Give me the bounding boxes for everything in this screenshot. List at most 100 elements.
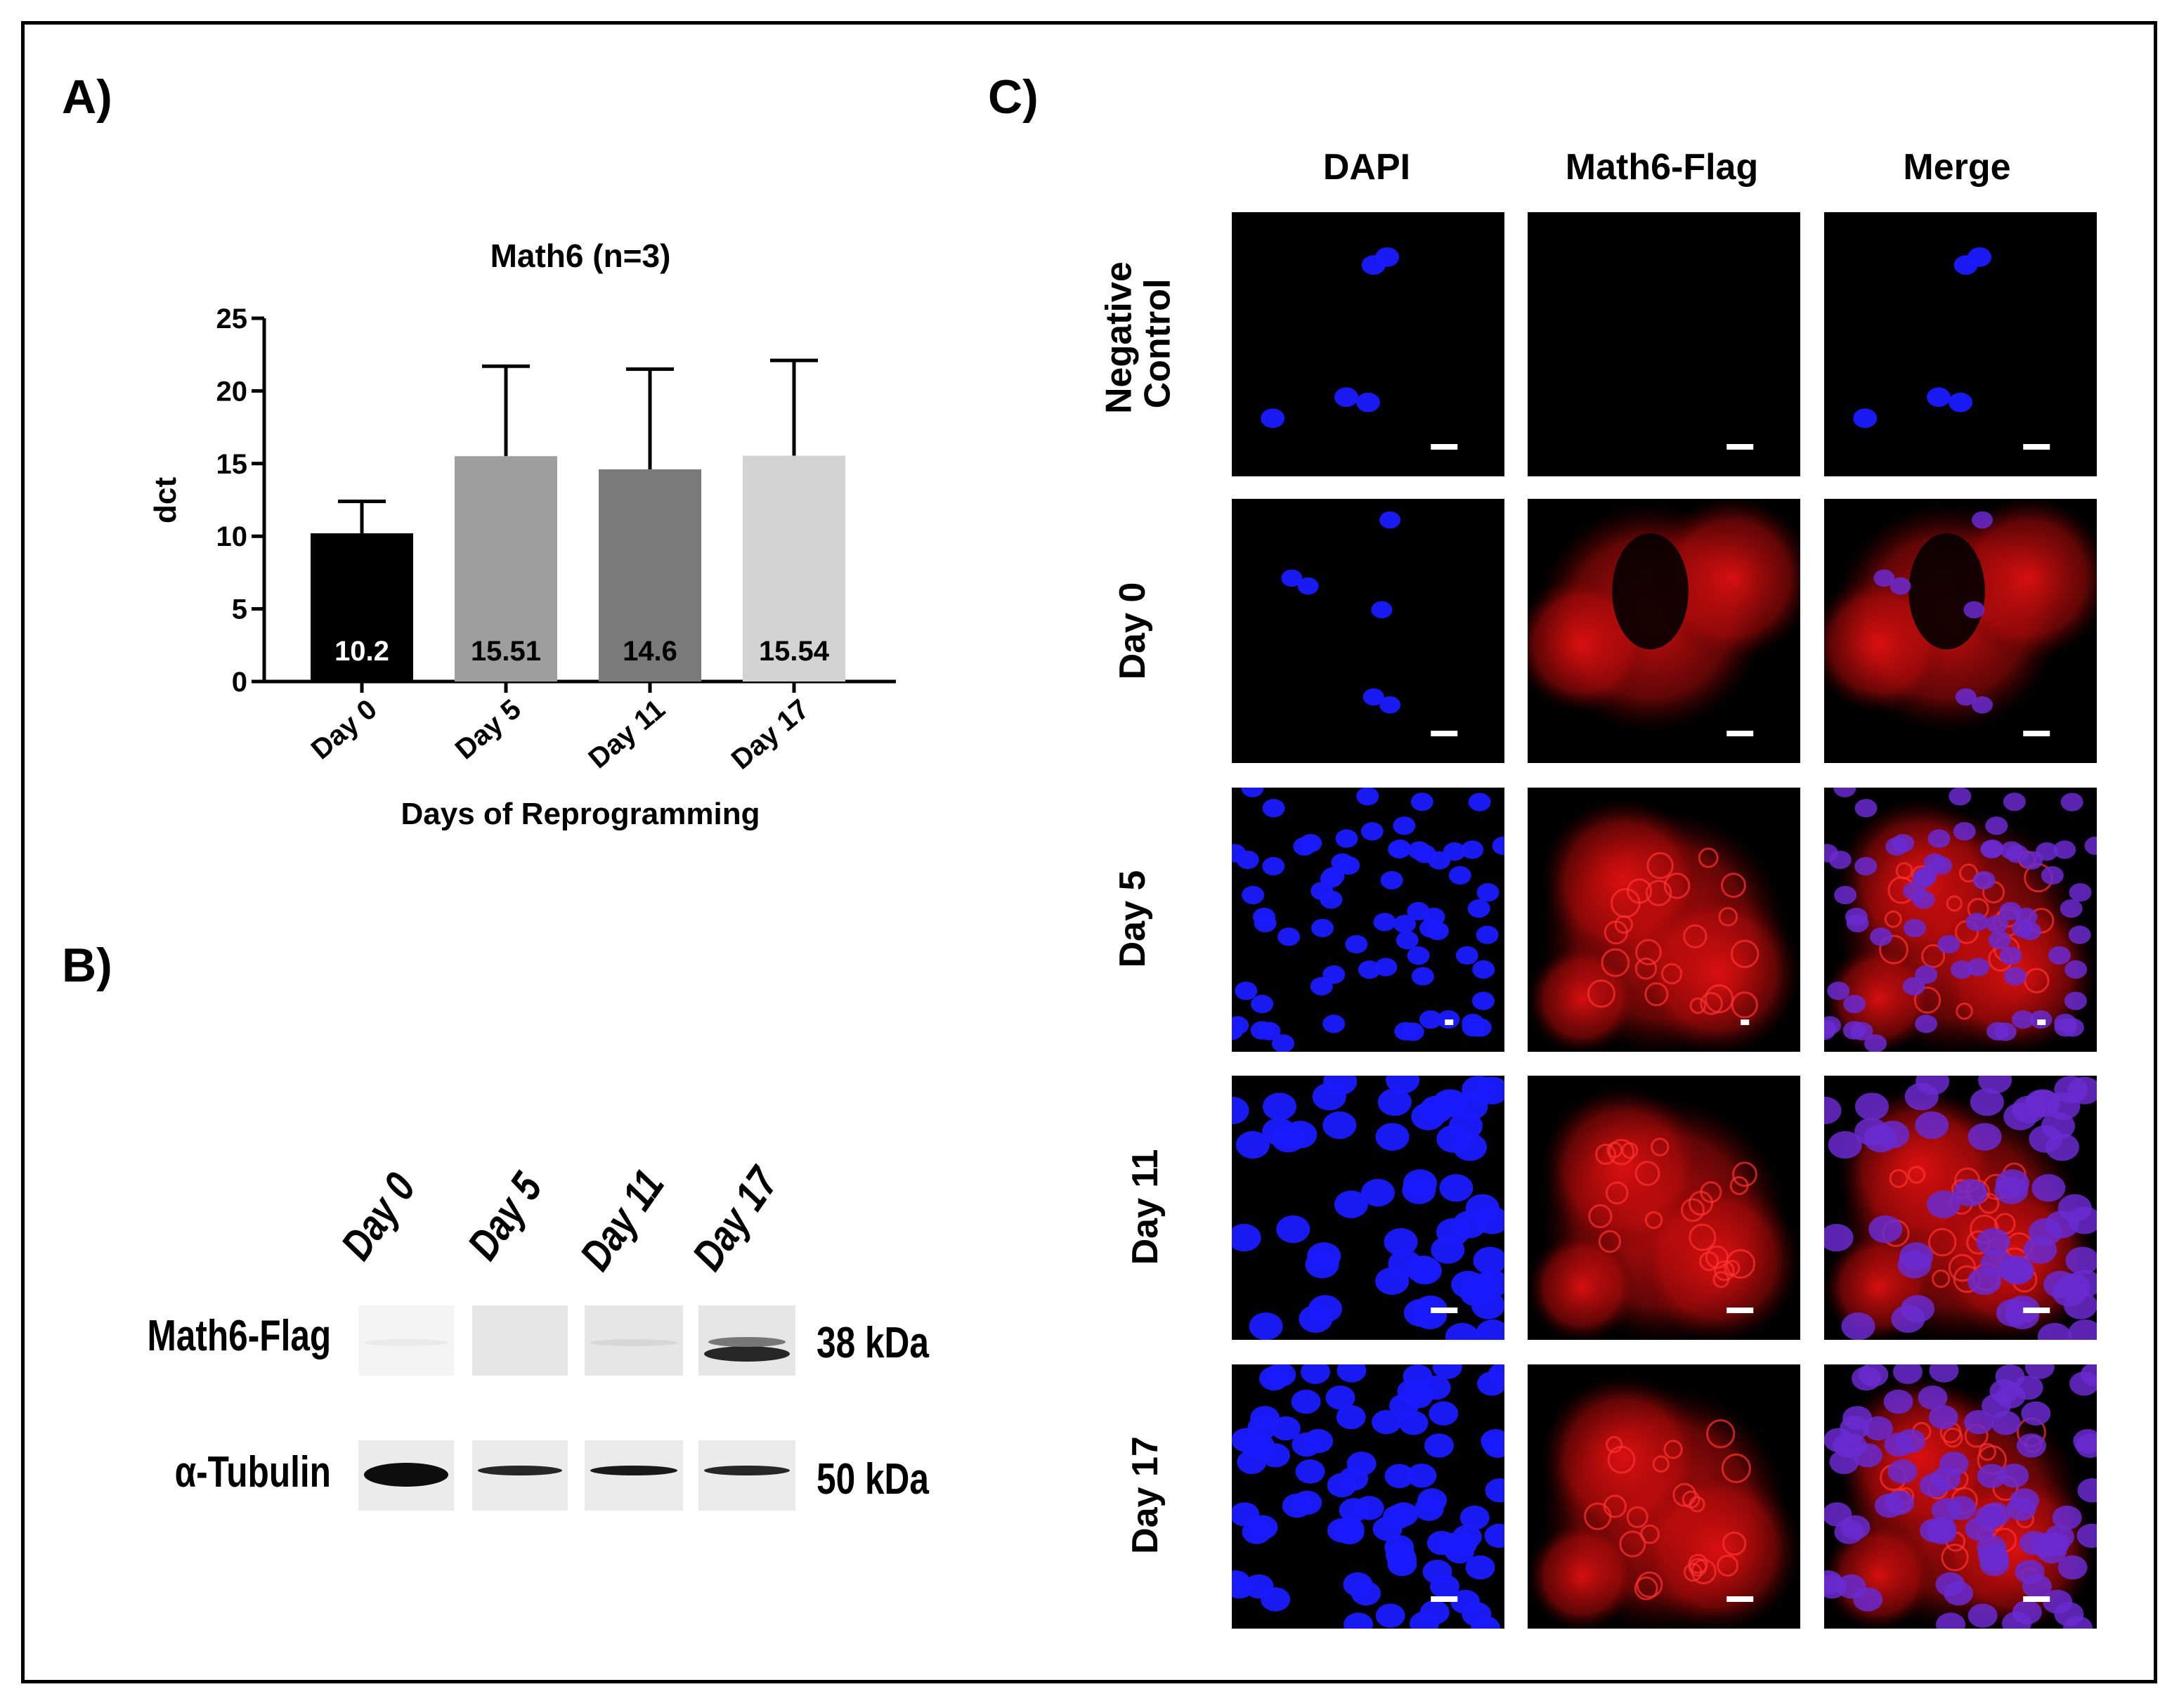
nucleus bbox=[1297, 577, 1319, 595]
nucleus bbox=[1252, 907, 1275, 927]
flag-ring bbox=[1700, 992, 1723, 1015]
nucleus bbox=[1926, 1190, 1960, 1218]
flag-ring bbox=[1704, 984, 1734, 1014]
nucleus bbox=[1897, 1251, 1932, 1279]
flag-ring bbox=[1932, 1269, 1951, 1289]
nucleus bbox=[1885, 1490, 1915, 1515]
nucleus bbox=[1919, 1518, 1949, 1543]
blot-band bbox=[708, 1337, 786, 1347]
nucleus bbox=[1949, 392, 1972, 412]
nucleus bbox=[1970, 1088, 2004, 1116]
nucleus bbox=[1988, 930, 2011, 950]
nucleus bbox=[2005, 1301, 2040, 1330]
nucleus bbox=[2060, 793, 2083, 811]
nucleus bbox=[1964, 1409, 1994, 1435]
flag-ring bbox=[1722, 1531, 1747, 1556]
nucleus bbox=[1250, 1021, 1273, 1040]
nucleus bbox=[1834, 885, 1857, 905]
nucleus bbox=[1828, 1130, 1862, 1159]
flag-ring bbox=[1598, 1230, 1622, 1253]
nucleus bbox=[1407, 841, 1431, 860]
nucleus bbox=[1465, 1555, 1495, 1580]
nucleus bbox=[2069, 883, 2092, 902]
flag-ring bbox=[1942, 1427, 1963, 1448]
nucleus bbox=[1419, 1600, 1450, 1625]
nucleus bbox=[1935, 1572, 1965, 1597]
nucleus bbox=[1407, 946, 1430, 965]
nucleus bbox=[1492, 836, 1504, 855]
microscopy-cell bbox=[1528, 1364, 1800, 1629]
nucleus bbox=[1322, 1111, 1357, 1140]
nucleus bbox=[1384, 1228, 1418, 1256]
nucleus bbox=[1967, 958, 1990, 977]
nucleus bbox=[1411, 1102, 1445, 1130]
nucleus bbox=[1852, 1443, 1882, 1468]
nucleus bbox=[1915, 1015, 1938, 1034]
flag-ring bbox=[1601, 948, 1630, 977]
nucleus bbox=[1388, 839, 1412, 859]
microscopy-cell bbox=[1528, 212, 1800, 476]
nucleus bbox=[1375, 1267, 1410, 1296]
nucleus bbox=[1360, 1178, 1395, 1207]
flag-ring bbox=[1606, 1142, 1623, 1159]
nucleus bbox=[2013, 1375, 2043, 1400]
nucleus bbox=[1303, 1428, 1334, 1454]
flag-ring bbox=[1661, 963, 1683, 984]
flag-signal bbox=[1824, 1521, 1934, 1629]
flag-signal bbox=[1637, 1467, 1800, 1629]
nucleus bbox=[1989, 1379, 2019, 1404]
nucleus bbox=[2048, 946, 2071, 965]
nucleus bbox=[1967, 1123, 2002, 1151]
nucleus bbox=[1325, 1386, 1355, 1410]
flag-ring bbox=[1699, 1251, 1719, 1272]
column-header-dapi: DAPI bbox=[1322, 147, 1411, 188]
nucleus bbox=[1833, 788, 1856, 797]
nucleus bbox=[1875, 1121, 1910, 1149]
nucleus bbox=[1859, 1364, 1889, 1387]
blot-band bbox=[364, 1339, 448, 1346]
nucleus bbox=[1327, 1518, 1357, 1543]
flag-ring bbox=[1635, 939, 1662, 966]
flag-ring bbox=[1663, 1440, 1683, 1459]
nucleus bbox=[1343, 1572, 1373, 1597]
nucleus bbox=[1465, 1194, 1500, 1223]
flag-ring bbox=[1698, 847, 1719, 868]
microscopy-cell bbox=[1232, 1076, 1504, 1340]
nucleus bbox=[1929, 1364, 1959, 1383]
flag-signal bbox=[1528, 1521, 1637, 1629]
flag-ring bbox=[1921, 944, 1946, 968]
scale-bar bbox=[1726, 731, 1754, 736]
nucleus bbox=[1248, 1515, 1278, 1540]
nucleus bbox=[1915, 1111, 1949, 1140]
flag-ring bbox=[1683, 924, 1708, 948]
nucleus bbox=[1384, 1463, 1414, 1489]
nucleus bbox=[1232, 1096, 1249, 1125]
nucleus bbox=[1824, 1223, 1854, 1252]
nucleus bbox=[1885, 837, 1908, 856]
microscopy-cell bbox=[1232, 499, 1504, 763]
y-tick-label: 20 bbox=[216, 376, 248, 407]
nucleus bbox=[1393, 914, 1417, 934]
nucleus bbox=[1371, 601, 1393, 619]
bar bbox=[311, 533, 413, 682]
nucleus bbox=[1904, 918, 1927, 938]
nucleus bbox=[2020, 851, 2043, 870]
nucleus bbox=[1471, 991, 1495, 1010]
flag-ring bbox=[1587, 979, 1616, 1008]
nucleus bbox=[2054, 1018, 2077, 1037]
nucleus bbox=[1394, 1022, 1417, 1041]
scale-bar bbox=[2023, 1308, 2050, 1313]
nucleus bbox=[1334, 1190, 1368, 1218]
flag-ring bbox=[1958, 863, 1979, 883]
nucleus bbox=[1448, 866, 1471, 885]
nucleus bbox=[1379, 696, 1401, 714]
bar bbox=[743, 455, 845, 682]
nucleus bbox=[2012, 1600, 2042, 1625]
flag-ring bbox=[1605, 1436, 1623, 1454]
nucleus bbox=[1232, 844, 1247, 863]
nucleus bbox=[1339, 1466, 1369, 1491]
nucleus bbox=[1362, 688, 1384, 706]
flag-ring bbox=[1706, 1419, 1736, 1449]
nucleus bbox=[1923, 853, 1946, 872]
nucleus bbox=[1266, 1364, 1296, 1387]
